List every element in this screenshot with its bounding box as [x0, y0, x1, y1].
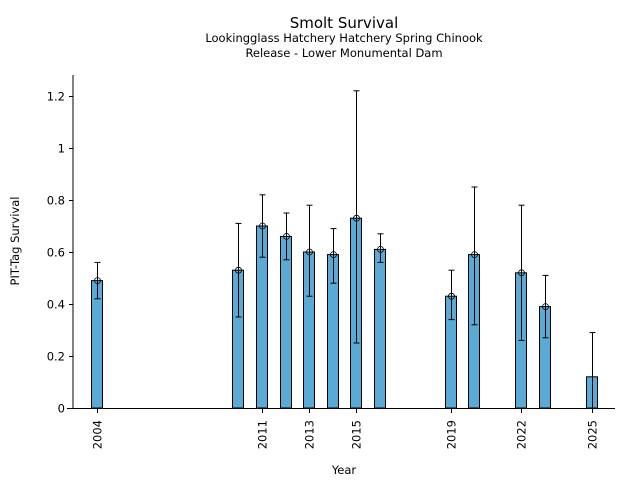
y-tick-label: 1.2 — [47, 90, 65, 104]
bar — [374, 248, 386, 409]
chart-title: Smolt Survival — [290, 14, 399, 32]
y-tick-label: 0 — [58, 402, 65, 416]
bar — [280, 235, 292, 409]
point-marker — [471, 251, 478, 259]
x-tick-label: 2019 — [445, 420, 459, 449]
point-marker — [542, 303, 549, 311]
point-marker — [235, 266, 242, 274]
error-bars-group — [94, 90, 596, 408]
point-marker — [283, 232, 290, 240]
axes-group: 0 0.2 0.4 0.6 0.8 1 1.2 2004 2011 2013 2015 2019 202… — [47, 75, 615, 449]
x-tick-label: 2022 — [515, 420, 529, 449]
x-tick-label: 2011 — [256, 420, 270, 449]
x-tick-label: 2013 — [303, 420, 317, 449]
y-tick-label: 0.6 — [47, 246, 65, 260]
y-tick-label: 1 — [58, 142, 65, 156]
point-marker — [306, 248, 313, 256]
point-marker — [377, 245, 384, 253]
point-marker — [94, 277, 101, 285]
x-tick-label: 2025 — [586, 420, 600, 449]
y-axis-label: PIT-Tag Survival — [8, 197, 22, 286]
chart-subtitle-line-2: Release - Lower Monumental Dam — [245, 46, 442, 60]
chart-subtitle-line-1: Lookingglass Hatchery Hatchery Spring Ch… — [205, 31, 483, 45]
point-marker — [448, 292, 455, 300]
point-marker — [330, 251, 337, 259]
point-marker — [353, 214, 360, 222]
y-tick-label: 0.8 — [47, 194, 65, 208]
y-tick-label: 0.2 — [47, 350, 65, 364]
y-tick-label: 0.4 — [47, 298, 65, 312]
point-marker — [259, 222, 266, 230]
x-tick-label: 2015 — [350, 420, 364, 449]
x-tick-label: 2004 — [91, 420, 105, 449]
x-axis-label: Year — [331, 463, 357, 477]
bar — [91, 280, 103, 409]
point-marker — [518, 269, 525, 277]
